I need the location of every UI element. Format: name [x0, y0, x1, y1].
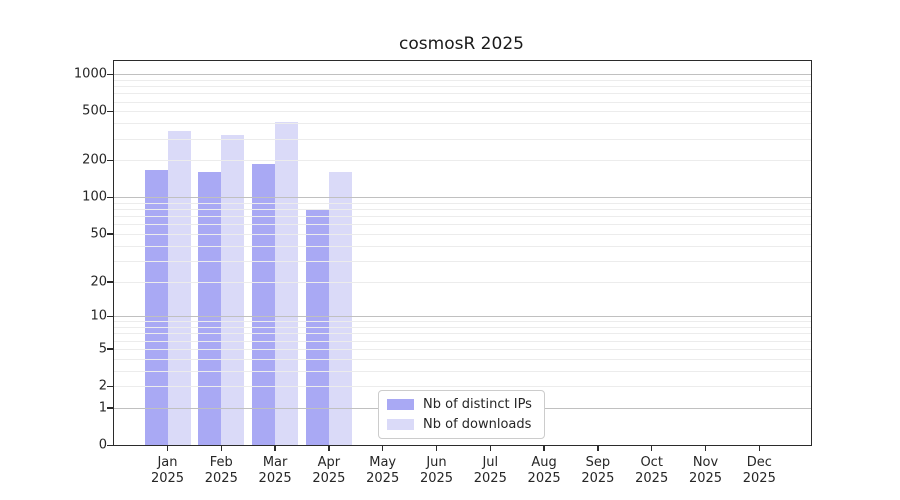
gridline-minor: [114, 321, 811, 323]
x-tick-label: Feb 2025: [204, 455, 238, 486]
gridline-major: [114, 197, 811, 199]
gridline-minor: [114, 370, 811, 372]
gridline-minor: [114, 86, 811, 88]
x-tick-mark: [220, 445, 223, 451]
y-tick-mark: [107, 159, 113, 162]
x-tick-mark: [758, 445, 761, 451]
y-tick-label: 5: [98, 341, 107, 357]
y-tick-label: 10: [90, 308, 107, 324]
gridline-minor: [114, 138, 811, 140]
y-tick-label: 0: [98, 437, 107, 453]
bar-distinct-ips-jan: [144, 169, 168, 445]
x-tick-mark: [704, 445, 707, 451]
x-tick-mark: [328, 445, 330, 451]
gridline-minor: [114, 216, 811, 218]
bar-distinct-ips-feb: [198, 172, 222, 445]
x-tick-mark: [543, 445, 545, 451]
legend-swatch-distinct-ips-icon: [387, 399, 414, 410]
bar-downloads-mar: [275, 121, 299, 445]
legend-swatch-downloads-icon: [387, 419, 414, 430]
gridline-minor: [114, 233, 811, 235]
gridline-minor: [114, 202, 811, 204]
x-tick-label: Jun 2025: [419, 455, 454, 486]
x-tick-mark: [166, 445, 169, 451]
gridline-minor: [114, 224, 811, 226]
y-tick-mark: [107, 281, 113, 283]
x-tick-label: Aug 2025: [527, 455, 561, 486]
x-tick-label: Mar 2025: [258, 455, 292, 486]
legend-item-distinct-ips: Nb of distinct IPs: [387, 397, 532, 412]
gridline-minor: [114, 340, 811, 342]
gridline-minor: [114, 79, 811, 81]
gridline-minor: [114, 123, 811, 125]
gridline-minor: [114, 93, 811, 95]
y-tick-mark: [107, 444, 113, 446]
y-tick-label: 1000: [73, 66, 107, 82]
y-tick-mark: [107, 315, 113, 318]
legend-label-downloads: Nb of downloads: [423, 417, 532, 432]
bar-distinct-ips-mar: [252, 164, 276, 445]
gridline-minor: [114, 209, 811, 211]
x-tick-label: Apr 2025: [312, 455, 346, 486]
gridline-minor: [114, 348, 811, 350]
x-tick-mark: [274, 445, 276, 451]
bar-distinct-ips-apr: [305, 209, 329, 445]
x-tick-mark: [650, 445, 653, 451]
gridline-minor: [114, 101, 811, 103]
y-tick-mark: [107, 73, 113, 76]
gridline-minor: [114, 358, 811, 360]
bar-downloads-jan: [167, 131, 191, 445]
bar-downloads-apr: [328, 171, 352, 445]
gridline-minor: [114, 333, 811, 335]
x-tick-label: Jan 2025: [150, 455, 185, 486]
gridline-major: [114, 316, 811, 318]
legend-label-distinct-ips: Nb of distinct IPs: [423, 397, 532, 412]
y-tick-label: 1: [98, 400, 107, 416]
x-tick-mark: [489, 445, 492, 451]
bar-downloads-feb: [221, 134, 245, 445]
x-tick-label: May 2025: [366, 455, 400, 486]
gridline-minor: [114, 281, 811, 283]
y-tick-mark: [107, 407, 113, 409]
gridline-minor: [114, 111, 811, 113]
gridline-minor: [114, 245, 811, 247]
y-tick-mark: [107, 233, 113, 235]
y-tick-label: 50: [90, 226, 107, 242]
x-tick-mark: [597, 445, 599, 451]
gridline-minor: [114, 327, 811, 329]
y-tick-mark: [107, 385, 113, 388]
y-tick-label: 100: [82, 189, 107, 205]
x-tick-label: Dec 2025: [742, 455, 776, 486]
gridline-minor: [114, 260, 811, 262]
x-tick-label: Oct 2025: [635, 455, 669, 486]
x-tick-mark: [381, 445, 384, 451]
y-tick-mark: [107, 348, 113, 350]
legend: Nb of distinct IPs Nb of downloads: [378, 390, 545, 439]
x-tick-label: Nov 2025: [688, 455, 723, 486]
y-tick-mark: [107, 196, 113, 199]
y-tick-label: 500: [82, 103, 107, 119]
gridline-minor: [114, 160, 811, 162]
x-tick-label: Sep 2025: [581, 455, 615, 486]
y-tick-label: 200: [82, 152, 107, 168]
gridline-minor: [114, 386, 811, 388]
y-tick-label: 20: [90, 274, 107, 290]
gridline-major: [114, 74, 811, 76]
legend-item-downloads: Nb of downloads: [387, 417, 532, 432]
x-tick-mark: [435, 445, 438, 451]
y-tick-label: 2: [98, 378, 107, 394]
plot-area: 0 1 2 5 10 20 50 100 200 500 1000 Jan 2025 Feb 2025 Ma…: [74, 60, 812, 486]
chart-title: cosmosR 2025: [399, 34, 524, 54]
x-tick-label: Jul 2025: [473, 455, 507, 486]
y-tick-mark: [107, 110, 113, 113]
